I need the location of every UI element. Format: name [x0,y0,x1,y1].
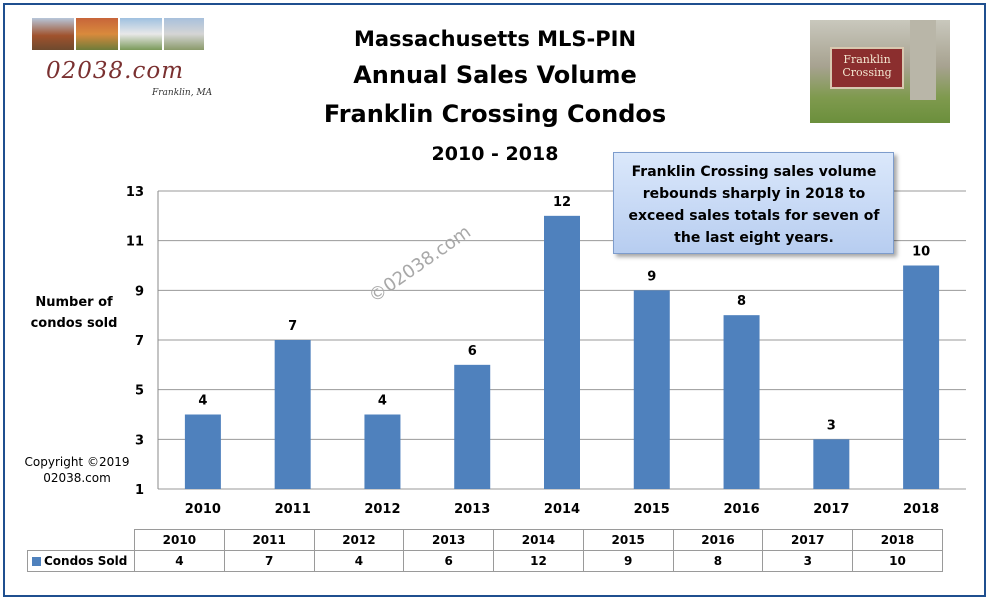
bar-value-label: 10 [912,245,930,260]
bar-value-label: 12 [553,195,571,210]
data-table-year-cell: 2018 [852,529,943,551]
logo-subtext: Franklin, MA [152,88,213,98]
data-table-year-cell: 2016 [672,529,764,551]
bar-value-label: 3 [827,418,836,433]
data-table-year-cell: 2014 [493,529,584,551]
sign-board: Franklin Crossing [830,47,904,89]
y-tick-label: 3 [135,433,144,448]
bar [184,414,221,489]
thumbnail-photo-1 [32,18,74,50]
sign-text: Franklin Crossing [832,53,902,79]
bar-value-label: 6 [468,344,477,359]
logo-text: 02038.com [46,58,185,84]
data-table-year-cell: 2012 [313,529,405,551]
data-table-value-cell: 4 [313,550,405,572]
data-table-value-cell: 8 [672,550,764,572]
data-table-corner [28,530,135,551]
x-tick-label: 2017 [813,502,849,517]
bar [813,439,850,489]
y-tick-label: 5 [135,384,144,399]
bar [274,340,311,489]
callout-box: Franklin Crossing sales volume rebounds … [613,152,894,254]
x-tick-label: 2015 [634,502,670,517]
sign-text-line1: Franklin [843,53,891,66]
chart-title-years: 2010 - 2018 [431,143,559,165]
thumbnail-photo-4 [164,18,204,50]
data-table-value-cell: 6 [403,550,495,572]
y-tick-label: 1 [135,483,144,498]
bar-value-label: 4 [378,394,387,409]
chart-title-line2: Annual Sales Volume [353,61,637,89]
callout-text: Franklin Crossing sales volume rebounds … [628,164,880,246]
bar [633,290,670,489]
copyright-note: Copyright ©2019 02038.com [12,454,142,486]
y-tick-label: 9 [135,284,144,299]
data-table-year-cell: 2011 [223,529,315,551]
bar [544,215,580,490]
data-table-row-header: Condos Sold [27,550,135,572]
chart-title-line3: Franklin Crossing Condos [323,100,667,128]
data-table-value-cell: 7 [223,550,315,572]
data-table-value-cell: 9 [582,550,674,572]
copyright-line2: 02038.com [43,471,111,485]
y-tick-label: 7 [135,334,144,349]
sign-photo: Franklin Crossing [810,20,950,123]
y-axis-label: Number of condos sold [14,292,134,334]
y-tick-label: 11 [126,235,144,250]
thumbnail-photo-3 [120,18,162,50]
site-logo: 02038.com Franklin, MA [32,18,222,102]
bar-value-label: 8 [737,294,746,309]
copyright-line1: Copyright ©2019 [24,455,130,469]
chart-title-line1: Massachusetts MLS-PIN [353,27,637,51]
series-name: Condos Sold [44,554,128,568]
bar-value-label: 4 [198,394,207,409]
x-tick-label: 2010 [185,502,221,517]
x-tick-label: 2014 [544,502,580,517]
data-table-value-cell: 12 [493,550,584,572]
bar-value-label: 7 [288,319,297,334]
data-table-year-cell: 2010 [134,529,225,551]
y-axis-label-line2: condos sold [30,316,118,331]
x-tick-label: 2018 [903,502,939,517]
bar [364,414,401,489]
data-table-row: Condos Sold 4 7 4 6 12 9 8 3 10 [27,550,943,572]
bar-value-label: 9 [647,269,656,284]
thumbnail-photo-2 [76,18,118,50]
data-table: 2010 2011 2012 2013 2014 2015 2016 2017 2018 Con… [27,529,943,572]
data-table-value-cell: 4 [134,550,225,572]
data-table-year-cell: 2013 [403,529,495,551]
data-table-header-row: 2010 2011 2012 2013 2014 2015 2016 2017 2018 [28,529,943,551]
bar [903,265,940,489]
x-tick-label: 2016 [723,502,759,517]
sign-text-line2: Crossing [842,66,892,79]
legend-key [32,557,41,566]
data-table-value-cell: 10 [852,550,943,572]
data-table-year-cell: 2017 [762,529,854,551]
data-table-value-cell: 3 [762,550,854,572]
x-tick-label: 2011 [275,502,311,517]
bar [723,315,760,489]
x-tick-label: 2013 [454,502,490,517]
tree-trunk [910,20,936,100]
bar [454,364,491,489]
x-tick-label: 2012 [364,502,400,517]
data-table-year-cell: 2015 [582,529,674,551]
y-tick-label: 13 [126,185,144,200]
y-axis-label-line1: Number of [35,295,113,310]
